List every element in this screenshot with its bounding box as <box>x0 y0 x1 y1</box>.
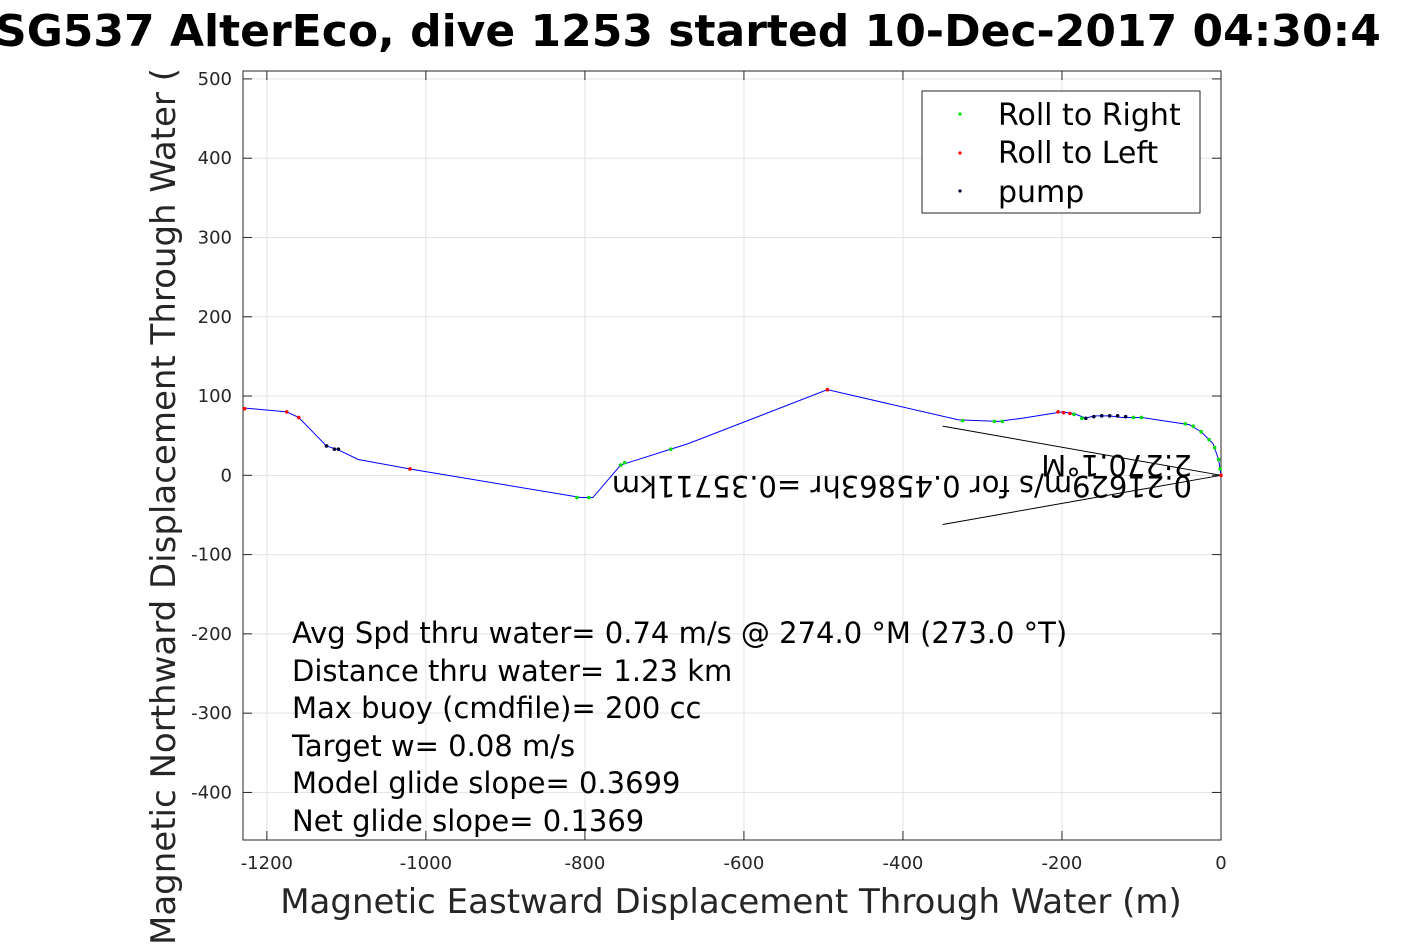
roll-right-marker <box>1216 457 1221 462</box>
dive-statistics: Avg Spd thru water= 0.74 m/s @ 274.0 °M … <box>291 616 1067 838</box>
roll-left-marker <box>408 467 412 471</box>
stat-net-glide-slope: Net glide slope= 0.1369 <box>292 804 644 838</box>
roll-right-marker <box>618 463 623 467</box>
pump-marker <box>1091 414 1096 419</box>
y-axis-label: Magnetic Northward Displacement Through … <box>144 68 184 945</box>
current-vector-lines <box>942 425 1222 525</box>
roll-right-marker <box>960 418 965 423</box>
pump-marker <box>1123 414 1128 419</box>
x-tick-label: -200 <box>1042 853 1083 874</box>
roll-right-marker <box>575 495 579 500</box>
roll-left-marker <box>1068 411 1072 416</box>
roll-right-marker <box>1072 412 1076 417</box>
stat-distance: Distance thru water= 1.23 km <box>292 654 732 688</box>
roll-right-marker <box>1139 415 1144 420</box>
current-heading-label: 2:270.1°M <box>1041 448 1192 482</box>
roll-left-marker <box>242 406 247 411</box>
stat-max-buoy: Max buoy (cmdfile)= 200 cc <box>292 691 701 725</box>
x-axis-label: Magnetic Eastward Displacement Through W… <box>280 882 1182 922</box>
current-annotation: 0.21629m/s for 0.45863hr =0.35711km 2:27… <box>612 448 1192 503</box>
y-tick-label: -100 <box>191 545 232 566</box>
roll-left-marker <box>1061 410 1066 415</box>
roll-left-marker <box>284 410 289 414</box>
legend-marker-roll-right <box>958 112 962 116</box>
pump-marker <box>324 444 329 448</box>
stat-model-glide-slope: Model glide slope= 0.3699 <box>292 766 680 800</box>
roll-right-marker <box>1000 419 1005 424</box>
y-tick-label: 0 <box>221 465 232 486</box>
y-tick-label: 100 <box>198 386 232 407</box>
x-tick-label: -600 <box>723 853 764 874</box>
current-vector-line <box>942 425 1222 476</box>
roll-right-marker <box>1183 421 1188 426</box>
legend: Roll to Right Roll to Left pump <box>921 90 1201 214</box>
roll-left-marker <box>825 387 830 392</box>
legend-label-pump: pump <box>998 175 1084 210</box>
roll-left-marker <box>1219 473 1223 478</box>
roll-right-marker <box>668 447 673 451</box>
y-axis-ticks: 500 400 300 200 100 0 -100 -200 -300 -400 <box>191 69 1221 803</box>
pump-marker <box>332 447 337 451</box>
pump-marker <box>1107 414 1112 418</box>
roll-right-marker <box>992 419 997 424</box>
x-tick-label: -1000 <box>400 853 452 874</box>
y-tick-label: 500 <box>198 69 232 90</box>
roll-right-marker <box>1080 416 1084 421</box>
roll-left-marker <box>1056 410 1060 414</box>
legend-label-roll-right: Roll to Right <box>998 98 1181 133</box>
x-tick-label: -400 <box>883 853 924 874</box>
roll-right-marker <box>1207 437 1211 442</box>
x-axis-ticks: -1200 -1000 -800 -600 -400 -200 0 <box>241 71 1227 874</box>
roll-right-marker <box>587 495 591 500</box>
y-tick-label: 400 <box>198 148 232 169</box>
x-tick-label: -1200 <box>241 853 293 874</box>
chart-title: SG537 AlterEco, dive 1253 started 10-Dec… <box>0 6 1381 57</box>
legend-label-roll-left: Roll to Left <box>998 136 1158 171</box>
stat-target-w: Target w= 0.08 m/s <box>291 729 575 763</box>
roll-right-marker <box>1191 424 1195 428</box>
y-tick-label: 300 <box>198 227 232 248</box>
roll-left-marker <box>296 415 301 420</box>
pump-marker <box>1115 414 1120 418</box>
series-markers <box>242 387 1223 500</box>
legend-marker-pump <box>958 189 962 193</box>
pump-marker <box>336 447 341 451</box>
legend-marker-roll-left <box>958 151 962 155</box>
roll-right-marker <box>622 460 627 465</box>
plot-frame <box>242 70 1222 841</box>
legend-box <box>921 90 1201 214</box>
x-tick-label: -800 <box>564 853 605 874</box>
y-tick-label: -400 <box>191 782 232 803</box>
dive-track-line <box>242 389 1222 499</box>
y-tick-label: 200 <box>198 307 232 328</box>
roll-right-marker <box>1212 445 1217 450</box>
roll-right-marker <box>1199 429 1203 434</box>
pump-marker <box>1084 416 1088 421</box>
current-speed-label: 0.21629m/s for 0.45863hr =0.35711km <box>612 469 1192 503</box>
pump-marker <box>1099 414 1104 418</box>
roll-right-marker <box>1218 467 1223 471</box>
stat-avg-speed: Avg Spd thru water= 0.74 m/s @ 274.0 °M … <box>292 616 1067 650</box>
y-tick-label: -200 <box>191 624 232 645</box>
x-tick-label: 0 <box>1215 853 1226 874</box>
roll-right-marker <box>1131 415 1136 420</box>
current-vector-line <box>942 474 1222 525</box>
y-tick-label: -300 <box>191 703 232 724</box>
